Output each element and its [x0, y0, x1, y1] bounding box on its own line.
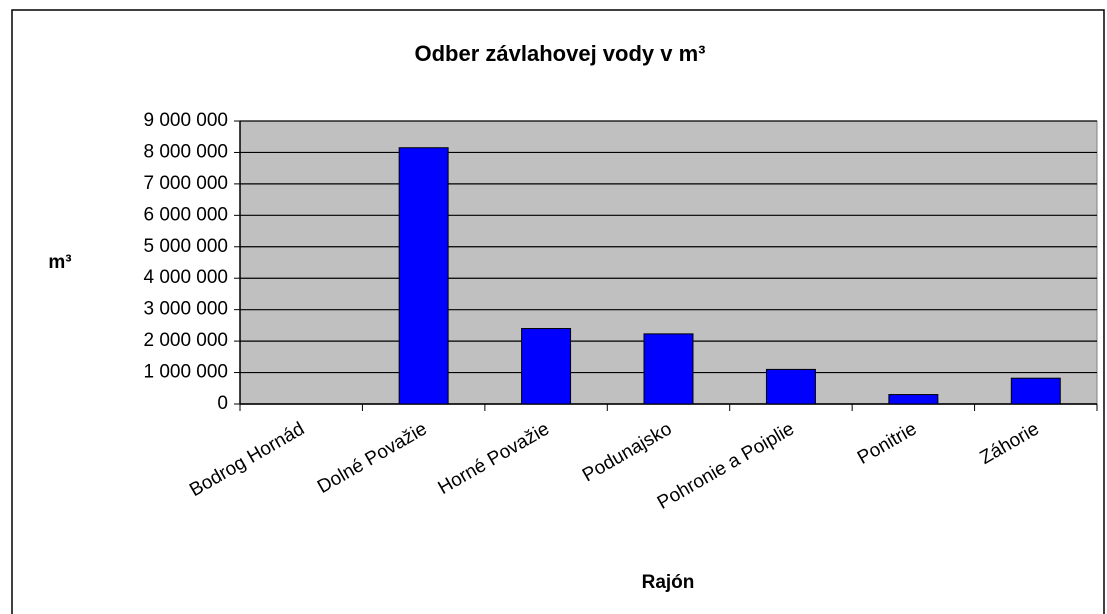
bar: [521, 328, 572, 405]
bar: [888, 394, 939, 405]
y-tick-label: 7 000 000: [143, 173, 228, 194]
y-axis-label: m³: [48, 252, 71, 273]
y-tick-label: 5 000 000: [143, 236, 228, 257]
y-tick-label: 2 000 000: [143, 330, 228, 351]
y-tick-label: 8 000 000: [143, 141, 228, 162]
chart-title: Odber závlahovej vody v m³: [415, 41, 706, 66]
y-tick-label: 1 000 000: [143, 362, 228, 383]
y-tick-label: 3 000 000: [143, 299, 228, 320]
bar: [398, 147, 449, 405]
bar: [643, 333, 694, 405]
y-tick-label: 9 000 000: [143, 110, 228, 131]
x-axis-label: Rajón: [642, 572, 695, 593]
bar: [765, 368, 816, 405]
bar: [1010, 377, 1061, 405]
y-tick-label: 6 000 000: [143, 204, 228, 225]
y-tick-label: 4 000 000: [143, 267, 228, 288]
y-tick-label: 0: [217, 393, 228, 414]
